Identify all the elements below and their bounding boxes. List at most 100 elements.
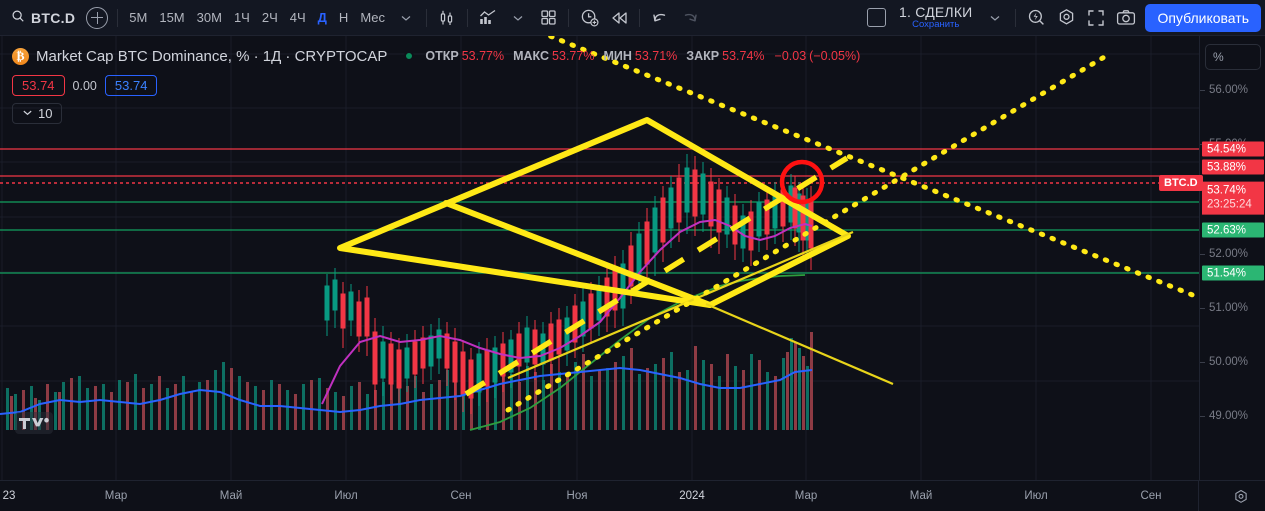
legend-title: Market Cap BTC Dominance, % · 1Д · CRYPT… xyxy=(36,47,388,65)
layout-square-icon xyxy=(866,8,886,27)
indicator-value-red[interactable]: 53.74 xyxy=(12,75,65,96)
alert-clock-add-icon xyxy=(580,8,599,27)
timeframe-4h[interactable]: 4Ч xyxy=(289,10,306,25)
chart-legend: ₿ Market Cap BTC Dominance, % · 1Д · CRY… xyxy=(12,44,860,124)
camera-snapshot-icon xyxy=(1116,9,1136,26)
symbol-search-button[interactable]: BTC.D xyxy=(4,4,82,32)
bar-countdown: 23:25:24 xyxy=(1207,199,1252,211)
indicators-more-button[interactable] xyxy=(503,4,533,32)
timeframe-1w[interactable]: Н xyxy=(338,10,349,25)
market-status-dot-icon xyxy=(404,51,415,61)
price-tick-52: 52.00% xyxy=(1199,248,1249,260)
candlestick-chart-icon xyxy=(438,9,456,27)
time-axis-divider xyxy=(1198,481,1199,511)
indicator-value-blue[interactable]: 53.74 xyxy=(104,75,158,96)
hexagon-settings-icon xyxy=(1057,8,1076,27)
toolbar-divider xyxy=(1015,8,1017,27)
time-label-mar-2024: Мар xyxy=(794,490,818,502)
timeframe-30m[interactable]: 30М xyxy=(196,10,222,25)
redo-button[interactable] xyxy=(675,4,705,32)
chart-type-button[interactable] xyxy=(432,4,462,32)
layout-more-button[interactable] xyxy=(980,4,1010,32)
undo-arrow-icon xyxy=(651,10,669,26)
price-tick-49: 49.00% xyxy=(1199,410,1249,422)
toolbar-divider xyxy=(568,8,570,27)
chart-plot-svg xyxy=(0,36,1199,480)
timeframe-1d[interactable]: Д xyxy=(317,10,327,25)
replay-rewind-icon xyxy=(610,10,629,26)
tradingview-logo-icon xyxy=(15,412,53,439)
toolbar-divider xyxy=(467,8,469,27)
time-label-jul-2024: Июл xyxy=(1024,490,1048,502)
price-candles xyxy=(324,154,814,414)
price-level-tag-5263[interactable]: 52.63% xyxy=(1202,222,1264,238)
indicators-button[interactable] xyxy=(473,4,503,32)
chart-canvas[interactable] xyxy=(0,36,1199,480)
timeframe-15m[interactable]: 15М xyxy=(159,10,185,25)
undo-button[interactable] xyxy=(645,4,675,32)
bar-replay-button[interactable] xyxy=(604,4,634,32)
publish-button[interactable]: Опубликовать xyxy=(1145,3,1261,32)
close-value: 53.74% xyxy=(722,49,765,63)
layout-save-label: Сохранить xyxy=(912,18,960,30)
high-label: МАКС xyxy=(513,49,550,63)
top-toolbar: BTC.D 5М 15М 30М 1Ч 2Ч 4Ч Д Н Мес xyxy=(0,0,1265,36)
open-label: ОТКР xyxy=(425,49,459,63)
create-alert-button[interactable] xyxy=(574,4,604,32)
volume-moving-average-blue xyxy=(0,366,813,415)
low-label: МИН xyxy=(603,49,632,63)
timeframe-1h[interactable]: 1Ч xyxy=(233,10,250,25)
legend-indicator-row: 53.74 0.00 53.74 xyxy=(12,75,860,96)
fullscreen-icon xyxy=(1087,9,1105,27)
lightning-search-icon xyxy=(1027,8,1046,27)
time-axis-settings-button[interactable] xyxy=(1233,489,1249,510)
timeframe-5m[interactable]: 5М xyxy=(129,10,148,25)
moving-average-magenta xyxy=(321,218,813,405)
chart-settings-button[interactable] xyxy=(1051,4,1081,32)
time-label-jul-2023: Июл xyxy=(334,490,358,502)
timeframe-1mo[interactable]: Мес xyxy=(360,10,386,25)
time-label-sep-2023: Сен xyxy=(450,490,472,502)
price-axis[interactable]: % 56.00% 55.00% 52.00% 51.00% 50.00% 49.… xyxy=(1199,36,1265,480)
bitcoin-icon: ₿ xyxy=(12,47,29,65)
price-level-tag-5454[interactable]: 54.54% xyxy=(1202,141,1264,157)
legend-volume-row: 10 xyxy=(12,103,860,124)
price-level-tag-5388[interactable]: 53.88% xyxy=(1202,159,1264,175)
layout-select-button[interactable] xyxy=(861,4,891,32)
price-scale-mode-button[interactable]: % xyxy=(1205,44,1261,70)
price-tick-56: 56.00% xyxy=(1199,84,1249,96)
saved-layout-button[interactable]: 1. СДЕЛКИ Сохранить xyxy=(891,4,980,32)
current-price-value: 53.74% xyxy=(1207,184,1247,197)
yellow-support-line xyxy=(507,230,854,380)
low-value: 53.71% xyxy=(634,49,678,63)
price-tick-50: 50.00% xyxy=(1199,356,1249,368)
grid-templates-icon xyxy=(540,9,557,26)
chevron-down-icon xyxy=(512,12,524,24)
yellow-dotted-downtrend-line xyxy=(543,36,1198,299)
fullscreen-button[interactable] xyxy=(1081,4,1111,32)
open-value: 53.77% xyxy=(461,49,505,63)
toolbar-divider xyxy=(639,8,641,27)
legend-symbol-row[interactable]: ₿ Market Cap BTC Dominance, % · 1Д · CRY… xyxy=(12,44,860,68)
time-label-may-2023: Май xyxy=(219,490,243,502)
time-label-may-2024: Май xyxy=(909,490,933,502)
timeframe-2h[interactable]: 2Ч xyxy=(261,10,278,25)
ohlc-values: ОТКР 53.77% МАКС 53.77% МИН 53.71% ЗАКР … xyxy=(425,49,860,63)
current-price-tag[interactable]: 53.74% 23:25:24 xyxy=(1202,181,1264,215)
templates-button[interactable] xyxy=(533,4,563,32)
timeframe-more-button[interactable] xyxy=(391,4,421,32)
toolbar-divider xyxy=(426,8,428,27)
price-level-tag-5154[interactable]: 51.54% xyxy=(1202,265,1264,281)
symbol-label: BTC.D xyxy=(31,9,76,26)
snapshot-button[interactable] xyxy=(1111,4,1141,32)
plus-circle-icon xyxy=(86,6,109,29)
time-label-nov-2023: Ноя xyxy=(566,490,588,502)
quick-search-button[interactable] xyxy=(1021,4,1051,32)
time-axis[interactable]: 23 Мар Май Июл Сен Ноя 2024 Мар Май Июл … xyxy=(0,480,1265,511)
time-label-2023: 23 xyxy=(2,490,16,502)
volume-indicator-toggle[interactable]: 10 xyxy=(12,103,63,124)
add-symbol-button[interactable] xyxy=(82,4,112,32)
indicators-chart-icon xyxy=(478,9,498,27)
price-level-lines xyxy=(0,148,1199,274)
